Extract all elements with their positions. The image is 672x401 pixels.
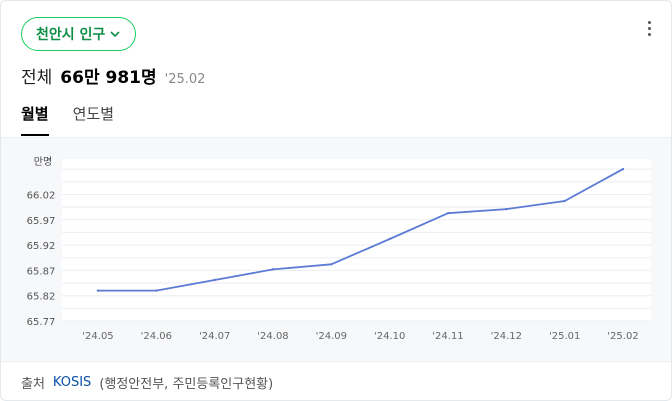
- x-tick-label: '25.01: [549, 331, 580, 342]
- y-tick-label: 65.82: [27, 292, 56, 303]
- footer-divider: [1, 361, 671, 362]
- data-point: [388, 237, 391, 241]
- y-axis-unit-label: 만명: [34, 156, 52, 168]
- tab-yearly[interactable]: 연도별: [72, 105, 115, 123]
- summary-label: 전체: [21, 68, 53, 88]
- y-tick-label: 65.97: [27, 216, 56, 227]
- x-tick-label: '24.12: [491, 331, 522, 342]
- x-tick-label: '25.02: [607, 331, 638, 342]
- data-point: [505, 207, 508, 211]
- chart-area: 만명 65.77 65.82 65.87 65.92 65.97 66.02 '24.05 '2…: [1, 137, 671, 362]
- summary-date: '25.02: [164, 72, 206, 87]
- source-label: 출처: [21, 377, 45, 392]
- x-tick-label: '24.08: [257, 331, 288, 342]
- population-line-chart: 만명 65.77 65.82 65.87 65.92 65.97 66.02 '24.05 '2…: [27, 156, 651, 342]
- region-selector-label: 천안시 인구: [36, 27, 106, 43]
- x-tick-label: '24.05: [82, 331, 113, 342]
- region-selector-button[interactable]: 천안시 인구: [21, 17, 137, 51]
- period-tabs: 월별 연도별: [21, 103, 114, 136]
- x-tick-label: '24.07: [199, 331, 230, 342]
- y-tick-label: 65.77: [27, 317, 56, 328]
- x-tick-label: '24.10: [374, 331, 405, 342]
- chevron-down-icon: [110, 31, 120, 38]
- data-point: [563, 199, 566, 203]
- data-point: [96, 289, 100, 292]
- x-tick-label: '24.06: [141, 331, 172, 342]
- source-footer: 출처 KOSIS (행정안전부, 주민등록인구현황): [21, 373, 273, 392]
- data-point: [213, 278, 216, 282]
- y-tick-label: 65.87: [27, 266, 56, 277]
- x-tick-label: '24.11: [432, 331, 463, 342]
- data-point: [446, 211, 450, 215]
- population-summary: 전체 66만 981명 '25.02: [21, 63, 205, 88]
- tab-monthly[interactable]: 월별: [21, 103, 49, 136]
- data-point: [271, 268, 275, 271]
- more-options-icon[interactable]: [643, 17, 655, 39]
- data-point: [155, 289, 158, 292]
- series-line: [98, 168, 624, 292]
- y-tick-label: 65.92: [27, 241, 56, 252]
- summary-value: 66만 981명: [60, 68, 157, 88]
- source-link[interactable]: KOSIS: [52, 375, 92, 390]
- data-point: [330, 263, 333, 266]
- source-detail: (행정안전부, 주민등록인구현황): [99, 377, 274, 392]
- x-tick-label: '24.09: [316, 331, 347, 342]
- data-point: [621, 167, 625, 171]
- y-tick-label: 66.02: [27, 190, 56, 201]
- plot-background: [62, 159, 651, 321]
